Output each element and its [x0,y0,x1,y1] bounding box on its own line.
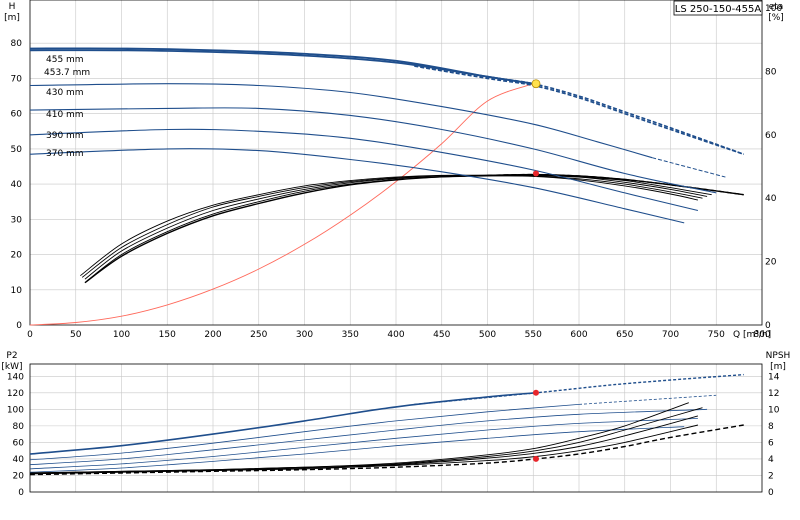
y-tick-label: 10 [11,286,23,296]
power-curve [29,392,537,455]
x-tick-label: 700 [662,330,679,340]
plot-frame-bottom [29,363,763,493]
power-curve-dashed [578,394,717,405]
title-frame [673,0,763,16]
power-curve-dashed [414,373,744,406]
x-tick-label: 300 [296,330,313,340]
npsh-tick-label: 2 [768,471,774,481]
p2-axis-unit: [kW] [1,362,22,372]
p2-tick-label: 140 [7,372,24,382]
x-tick-label: 0 [27,330,33,340]
npsh-tick-label: 12 [768,389,779,399]
npsh-curve [29,402,689,474]
head-curve-label: 453.7 mm [44,68,90,78]
p2-axis-label: P2 [6,351,17,361]
npsh-curve [29,424,699,475]
head-curve-label: 370 mm [46,149,84,159]
npsh-tick-label: 0 [768,488,774,498]
y-tick-label: 0 [16,321,22,331]
x-tick-label: 150 [159,330,176,340]
p2-tick-label: 40 [13,455,25,465]
npsh-tick-label: 6 [768,438,774,448]
p2-tick-label: 80 [13,422,25,432]
x-tick-label: 250 [250,330,267,340]
y-axis-label: H [9,2,16,12]
npsh-tick-label: 10 [768,405,780,415]
power-curve [29,418,698,470]
system-curve [29,83,534,326]
y-tick-label: 80 [11,39,23,49]
head-curve [29,148,685,224]
y-tick-label: 70 [11,74,23,84]
head-curve-dashed [414,65,744,155]
x-tick-label: 100 [113,330,130,340]
power-curve [29,426,685,473]
chart-title: LS 250-150-455A [675,4,762,15]
power-curve [29,408,708,466]
efficiency-curve [80,174,712,277]
operating-point-eta [532,170,539,177]
operating-point-npsh [532,455,539,462]
x-tick-label: 400 [387,330,404,340]
x-tick-label: 750 [708,330,725,340]
eta-axis-label: eta [769,2,784,12]
eta-tick-label: 80 [765,67,777,77]
eta-tick-label: 0 [765,321,771,331]
y-tick-label: 50 [11,145,23,155]
head-curve-dashed [652,157,726,178]
head-curve-label: 455 mm [46,55,84,65]
x-tick-label: 600 [570,330,587,340]
head-curve [29,49,534,85]
head-curve-label: 390 mm [46,131,84,141]
npsh-axis-label: NPSH [766,351,791,361]
p2-tick-label: 120 [7,389,24,399]
npsh-axis-unit: [m] [770,362,786,372]
head-curve-label: 430 mm [46,88,84,98]
head-curve [29,107,717,194]
eta-tick-label: 20 [765,258,777,268]
y-tick-label: 40 [11,180,23,190]
head-curve [29,128,699,212]
head-curve [29,83,653,159]
x-tick-label: 350 [342,330,359,340]
efficiency-curve [84,173,744,284]
p2-tick-label: 100 [7,405,24,415]
npsh-curve [29,424,744,476]
y-tick-label: 30 [11,215,23,225]
npsh-tick-label: 4 [768,455,774,465]
operating-point-power [532,389,539,396]
x-tick-label: 200 [204,330,221,340]
x-tick-label: 800 [753,330,770,340]
operating-point-head [531,79,541,89]
x-axis-label: Q [m³/h] [733,330,771,340]
npsh-tick-label: 14 [768,372,780,382]
eta-tick-label: 40 [765,194,777,204]
efficiency-curve [84,175,703,280]
efficiency-curve [81,174,708,278]
x-tick-label: 450 [433,330,450,340]
p2-tick-label: 20 [13,471,25,481]
x-tick-label: 550 [525,330,542,340]
x-tick-label: 500 [479,330,496,340]
power-curve [29,404,580,461]
plot-frame-top [29,0,763,326]
p2-tick-label: 0 [18,488,24,498]
x-tick-label: 650 [616,330,633,340]
npsh-curve [29,407,703,474]
title-box: LS 250-150-455A [673,0,763,16]
head-curve-label: 410 mm [46,110,84,120]
x-tick-label: 50 [70,330,82,340]
y-tick-label: 20 [11,251,23,261]
npsh-tick-label: 8 [768,422,774,432]
eta-axis-unit: [%] [768,13,784,23]
p2-tick-label: 60 [13,438,25,448]
eta-tick-label: 60 [765,131,777,141]
y-axis-unit: [m] [4,13,20,23]
eta-tick-label: 100 [765,4,782,14]
y-tick-label: 60 [11,110,23,120]
